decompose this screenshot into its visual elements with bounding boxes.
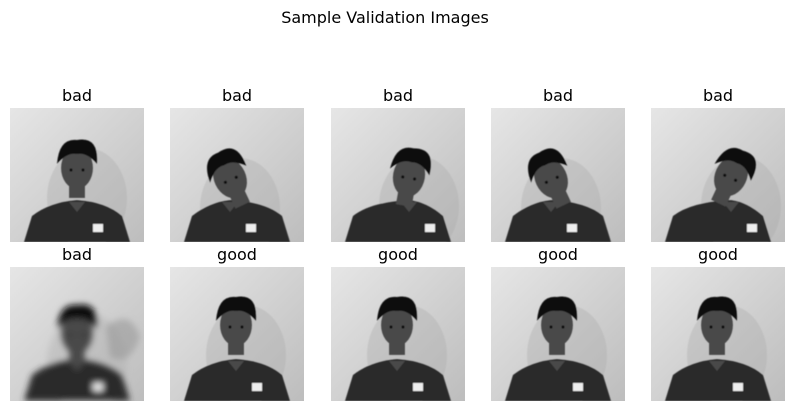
sample-label: good <box>698 245 738 264</box>
sample-photo <box>331 267 465 401</box>
photo-canvas <box>491 108 625 242</box>
photo-canvas <box>651 267 785 401</box>
sample-photo <box>10 267 144 401</box>
sample-photo <box>331 108 465 242</box>
photo-canvas <box>170 267 304 401</box>
sample-label: good <box>538 245 578 264</box>
sample-label: bad <box>702 86 734 105</box>
sample-label: good <box>217 245 257 264</box>
sample-photo <box>10 108 144 242</box>
sample-photo <box>491 267 625 401</box>
sample-label: good <box>378 245 418 264</box>
sample-label: bad <box>61 86 93 105</box>
sample-photo <box>491 108 625 242</box>
photo-canvas <box>170 108 304 242</box>
sample-label: bad <box>221 86 253 105</box>
photo-canvas <box>651 108 785 242</box>
photo-canvas <box>10 108 144 242</box>
photo-canvas <box>331 108 465 242</box>
photo-canvas <box>331 267 465 401</box>
sample-label: bad <box>61 245 93 264</box>
sample-label: bad <box>542 86 574 105</box>
sample-label: bad <box>382 86 414 105</box>
photo-canvas <box>10 267 144 401</box>
sample-photo <box>651 108 785 242</box>
sample-photo <box>651 267 785 401</box>
photo-canvas <box>491 267 625 401</box>
sample-photo <box>170 108 304 242</box>
figure-title: Sample Validation Images <box>281 8 489 27</box>
sample-photo <box>170 267 304 401</box>
